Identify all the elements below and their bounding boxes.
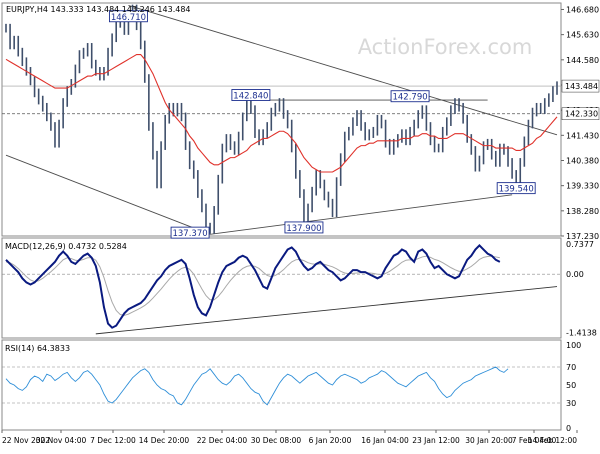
x-tick-label: 7 Dec 12:00 [90, 436, 136, 445]
trend-line-lower-channel [5, 154, 211, 235]
price-annotation-box [390, 90, 430, 103]
last-price-tag-box [561, 79, 600, 93]
rsi-y-tick-label: 30 [566, 399, 576, 408]
rsi-y-tick-label: 0 [566, 424, 571, 433]
x-tick-label: 22 Dec 04:00 [197, 436, 248, 445]
y-tick-label: 145.630 [566, 31, 599, 40]
price-annotation-label: 139.540 [499, 185, 534, 195]
x-tick-label: 14 Dec 20:00 [139, 436, 190, 445]
y-tick-label: 140.380 [566, 156, 599, 165]
rsi-y-tick-label: 50 [566, 381, 576, 390]
x-tick-label: 16 Jan 04:00 [361, 436, 409, 445]
macd-y-tick-label: 0.00 [566, 270, 584, 279]
watermark: ActionForex.com [358, 35, 533, 59]
price-annotation-box [284, 221, 324, 234]
price-annotation-label: 146.710 [111, 13, 146, 23]
price-annotation-box [170, 226, 210, 239]
moving-average-line [5, 53, 558, 173]
y-tick-label: 141.430 [566, 131, 599, 140]
rsi-y-tick-label: 100 [566, 341, 581, 350]
y-tick-label: 138.280 [566, 207, 599, 216]
x-tick-label: 22 Nov 2022 [2, 436, 50, 445]
panel-frame-2 [1, 339, 562, 431]
macd-y-tick-label: 0.7377 [566, 240, 594, 249]
price-annotation-box [496, 182, 536, 195]
price-annotation-label: 137.370 [172, 229, 207, 239]
last-price-tag-label: 143.484 [565, 82, 598, 91]
rsi-label: RSI(14) 64.3833 [5, 344, 70, 353]
x-tick-label: 30 Dec 08:00 [251, 436, 302, 445]
rsi-y-tick-label: 70 [566, 363, 576, 372]
y-tick-label: 139.330 [566, 182, 599, 191]
panel-frame-1 [1, 237, 562, 339]
price-annotation-label: 142.840 [233, 92, 268, 102]
macd-y-tick-label: -1.4138 [566, 328, 597, 337]
x-tick-label: 14 Feb 12:00 [528, 436, 577, 445]
y-tick-label: 146.680 [566, 5, 599, 14]
price-annotation-box [108, 10, 148, 23]
x-tick-label: 30 Nov 04:00 [36, 436, 87, 445]
price-annotation-label: 142.790 [392, 93, 427, 103]
y-tick-label: 137.230 [566, 232, 599, 241]
price-annotation-box [231, 89, 271, 101]
reference-level-tag-box [561, 107, 600, 120]
y-tick-label: 144.580 [566, 56, 599, 65]
macd-trend-line [95, 286, 558, 335]
symbol-header: EURJPY,H4 143.333 143.484 143.246 143.48… [6, 5, 191, 14]
x-tick-label: 30 Jan 20:00 [465, 436, 513, 445]
reference-level-tag-label: 142.330 [565, 110, 598, 119]
price-annotation-label: 137.900 [286, 224, 321, 234]
x-tick-label: 7 Feb 04:00 [512, 436, 557, 445]
x-tick-label: 6 Jan 20:00 [309, 436, 352, 445]
macd-line [5, 243, 501, 329]
trend-line-support [210, 194, 513, 235]
rsi-line [5, 366, 509, 406]
x-tick-label: 23 Jan 12:00 [412, 436, 460, 445]
trend-line-upper [128, 4, 558, 136]
macd-label: MACD(12,26,9) 0.4732 0.5284 [5, 242, 127, 251]
